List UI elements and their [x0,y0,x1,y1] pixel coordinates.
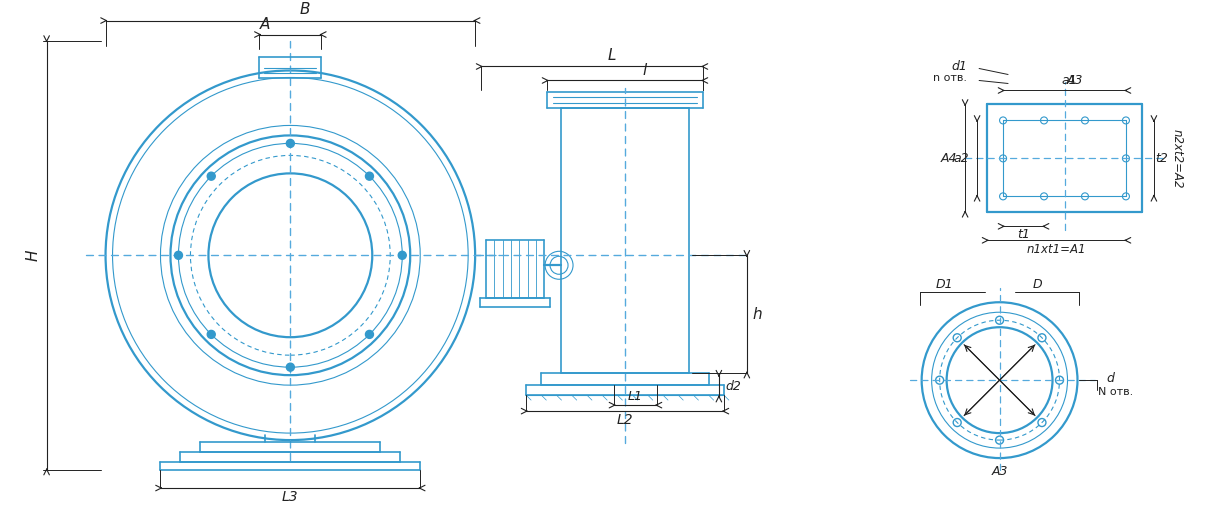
Text: a2: a2 [954,152,969,165]
Circle shape [174,251,183,259]
Text: L: L [608,48,616,63]
Text: A4: A4 [941,152,958,165]
Text: L1: L1 [628,390,643,403]
Text: D1: D1 [936,278,954,291]
Text: B: B [300,2,311,17]
Text: t2: t2 [1155,152,1169,165]
Text: d2: d2 [725,380,741,393]
Text: t1: t1 [1017,228,1030,241]
Text: d: d [1107,372,1114,384]
Circle shape [287,140,294,147]
Circle shape [398,251,406,259]
Text: d1: d1 [952,60,967,73]
Text: L3: L3 [282,490,299,504]
Text: N отв.: N отв. [1098,387,1133,397]
Circle shape [207,331,215,338]
Text: H: H [26,249,40,261]
Circle shape [366,331,373,338]
Text: A3: A3 [992,464,1008,477]
Text: a1: a1 [1061,74,1077,87]
Text: n2xt2=A2: n2xt2=A2 [1170,129,1183,188]
Text: D: D [1032,278,1042,291]
Circle shape [287,363,294,371]
Circle shape [207,172,215,180]
Text: h: h [752,306,761,322]
Text: A: A [260,17,271,32]
Text: l: l [643,63,647,78]
Circle shape [366,172,373,180]
Text: A3: A3 [1066,74,1082,87]
Text: L2: L2 [616,413,633,427]
Text: n отв.: n отв. [933,74,967,84]
Text: n1xt1=A1: n1xt1=A1 [1027,243,1086,256]
